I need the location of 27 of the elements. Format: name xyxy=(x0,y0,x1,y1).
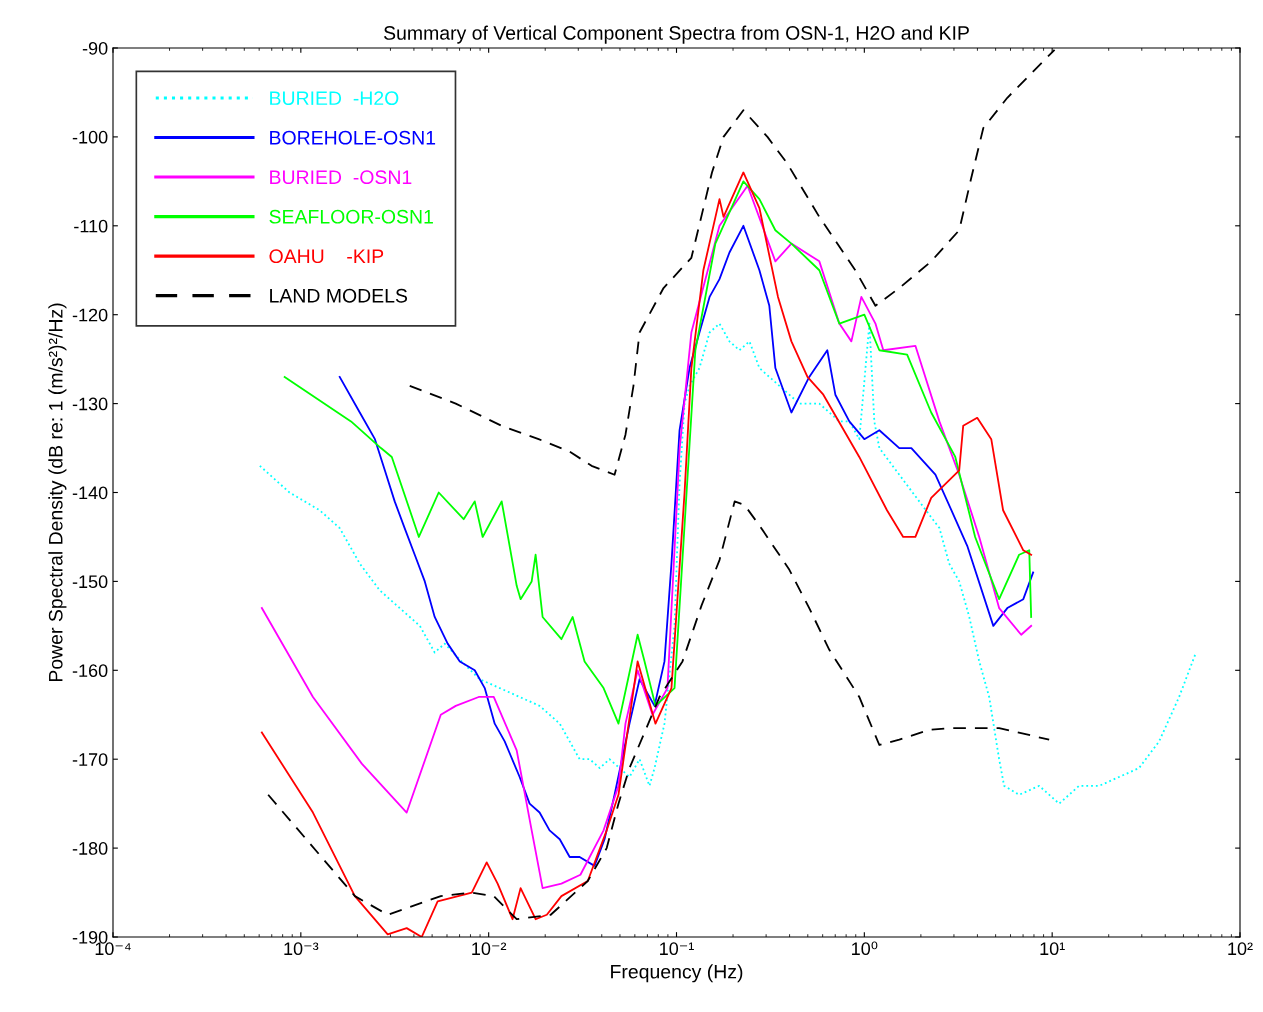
x-axis-title: Frequency (Hz) xyxy=(611,964,743,983)
y-tick-label: -130 xyxy=(72,397,108,411)
y-tick-label: -100 xyxy=(72,130,108,144)
y-tick-label: -90 xyxy=(82,41,108,55)
text: LAND MODELS xyxy=(270,288,408,303)
y-tick-label: -190 xyxy=(72,930,108,944)
y-tick-label: -170 xyxy=(72,753,108,766)
x-tick-label: 10⁻² xyxy=(472,942,507,956)
x-tick-label: 10⁻⁴ xyxy=(95,942,131,956)
chart-title: Summary of Vertical Component Spectra from OSN-1, H2O and KIP xyxy=(383,25,969,44)
text: SEAFLOOR-OSN1 xyxy=(269,209,433,224)
x-tick-label: 10⁻¹ xyxy=(660,942,694,956)
x-tick-label: 10⁻³ xyxy=(284,942,319,956)
x-tick-label: 10⁰ xyxy=(852,941,878,956)
y-tick-label: -140 xyxy=(72,486,108,500)
text: OAHU -KIP xyxy=(269,249,384,264)
text: BURIED -H2O xyxy=(270,91,399,106)
x-tick-label: 10² xyxy=(1228,942,1253,956)
y-tick-label: -160 xyxy=(72,664,108,678)
y-tick-label: -110 xyxy=(74,219,108,233)
text: BOREHOLE-OSN1 xyxy=(270,130,436,145)
x-tick-label: 10¹ xyxy=(1040,942,1065,956)
y-tick-label: -150 xyxy=(72,575,108,589)
y-tick-label: -120 xyxy=(72,308,108,322)
text: BURIED -OSN1 xyxy=(270,170,412,185)
y-axis-title: Power Spectral Density (dB re: 1 (m/s²)²/Hz) xyxy=(48,303,67,682)
y-tick-label: -180 xyxy=(72,842,108,855)
